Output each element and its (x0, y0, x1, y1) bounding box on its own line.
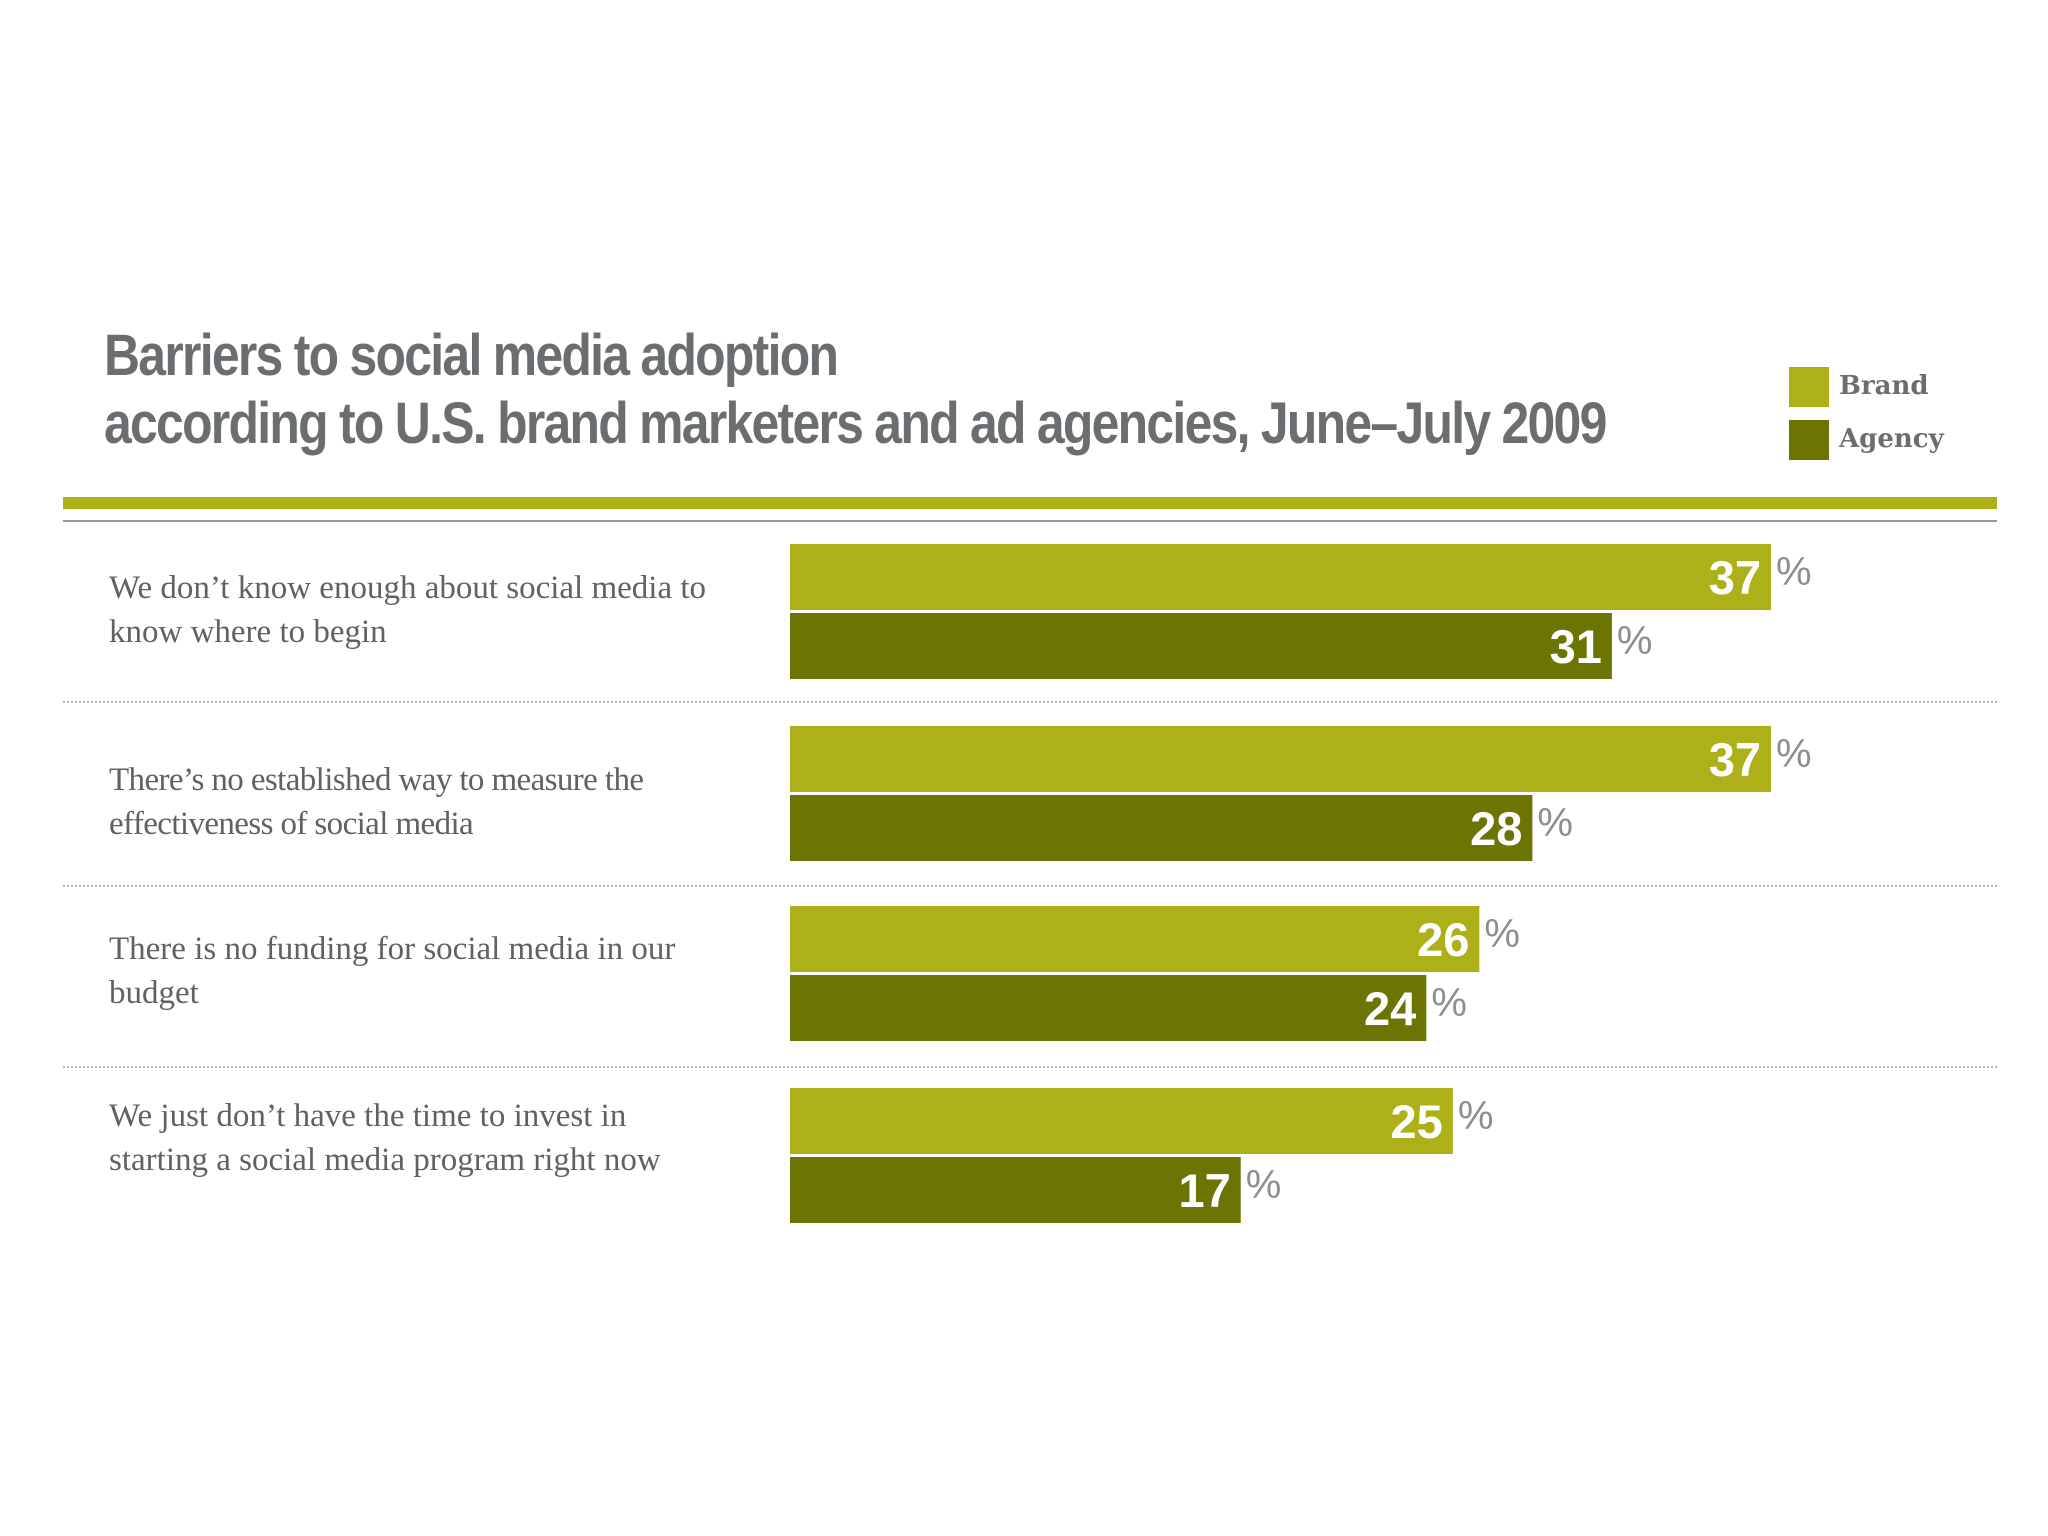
category-label: There is no funding for social media in … (109, 931, 676, 1011)
bar-value-label: 37 (1709, 733, 1761, 786)
bar-value-label: 37 (1709, 551, 1761, 604)
group-separator (63, 701, 1997, 703)
percent-sign: % (1776, 732, 1812, 776)
bar-agency (790, 795, 1533, 861)
percent-sign: % (1484, 912, 1520, 956)
bar-brand (790, 906, 1480, 972)
percent-sign: % (1776, 550, 1812, 594)
group-separator (63, 1066, 1997, 1068)
header-rule-thick (63, 497, 1997, 509)
bar-brand (790, 1088, 1453, 1154)
legend-label-agency: Agency (1839, 424, 1944, 454)
header-rule-thin (63, 520, 1997, 522)
percent-sign: % (1617, 619, 1653, 663)
bar-brand (790, 544, 1771, 610)
chart-title-line-2: according to U.S. brand marketers and ad… (104, 391, 1607, 456)
legend-swatch-agency (1789, 420, 1829, 460)
category-label: We just don’t have the time to invest in… (109, 1098, 661, 1178)
bar-brand (790, 726, 1771, 792)
bar-value-label: 26 (1417, 913, 1469, 966)
bar-value-label: 25 (1391, 1095, 1443, 1148)
bar-value-label: 17 (1178, 1164, 1230, 1217)
bar-value-label: 31 (1550, 620, 1602, 673)
percent-sign: % (1246, 1163, 1282, 1207)
group-separator (63, 885, 1997, 887)
bar-agency (790, 975, 1427, 1041)
bar-agency (790, 613, 1612, 679)
bar-agency (790, 1157, 1241, 1223)
bar-value-label: 24 (1364, 982, 1416, 1035)
percent-sign: % (1537, 801, 1573, 845)
category-label: We don’t know enough about social media … (109, 570, 707, 650)
chart-title-line-1: Barriers to social media adoption (104, 323, 839, 388)
bar-value-label: 28 (1470, 802, 1522, 855)
legend-swatch-brand (1789, 367, 1829, 407)
chart-title: Barriers to social media adoption accord… (104, 322, 1607, 458)
percent-sign: % (1458, 1094, 1494, 1138)
legend-label-brand: Brand (1839, 371, 1929, 401)
percent-sign: % (1431, 981, 1467, 1025)
category-label: There’s no established way to measure th… (109, 762, 644, 842)
